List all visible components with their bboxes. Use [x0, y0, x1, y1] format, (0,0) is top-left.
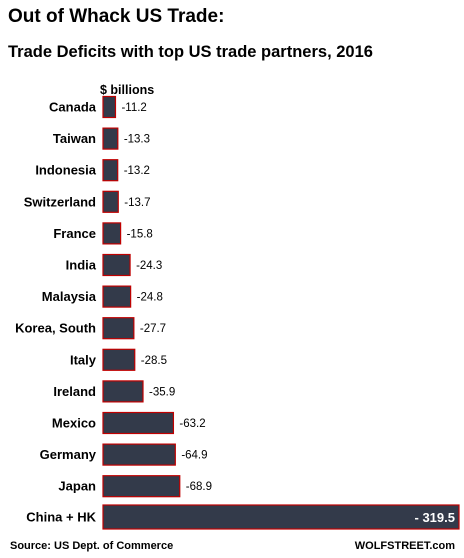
- bar: [102, 222, 122, 245]
- bar: [102, 190, 119, 213]
- data-label: - 319.5: [415, 510, 455, 525]
- bar: [102, 475, 181, 498]
- chart-subtitle: Trade Deficits with top US trade partner…: [8, 43, 373, 61]
- bar: [102, 95, 117, 119]
- category-label: Korea, South: [15, 321, 96, 336]
- bar: [102, 317, 135, 340]
- category-label: China + HK: [26, 510, 96, 525]
- category-label: Indonesia: [35, 163, 96, 178]
- data-label: -13.2: [124, 165, 150, 177]
- bar: [102, 285, 132, 308]
- bar: [102, 443, 176, 466]
- credit-label: WOLFSTREET.com: [355, 540, 455, 552]
- bar: [102, 253, 131, 277]
- data-label: -64.9: [181, 450, 207, 462]
- data-label: -24.8: [137, 292, 163, 304]
- data-label: -13.7: [124, 197, 150, 209]
- category-label: Mexico: [52, 416, 96, 431]
- category-label: Germany: [40, 447, 97, 462]
- category-label: India: [66, 258, 97, 273]
- data-label: -35.9: [149, 386, 175, 398]
- bar: [102, 504, 460, 530]
- category-label: Canada: [49, 100, 97, 115]
- data-label: -24.3: [136, 260, 162, 272]
- bar: [102, 380, 144, 403]
- data-label: -63.2: [179, 418, 205, 430]
- data-label: -15.8: [127, 228, 153, 240]
- category-label: Switzerland: [24, 194, 96, 209]
- chart-title: Out of Whack US Trade:: [8, 6, 225, 27]
- bar: [102, 411, 175, 435]
- category-label: Ireland: [53, 384, 96, 399]
- bar: [102, 127, 119, 150]
- bar: [102, 159, 119, 182]
- data-label: -11.2: [121, 102, 146, 114]
- unit-label: $ billions: [100, 83, 154, 97]
- category-label: France: [53, 226, 96, 241]
- data-label: -27.7: [140, 323, 166, 335]
- data-label: -28.5: [141, 355, 167, 367]
- data-label: -68.9: [186, 481, 212, 493]
- bar: [102, 348, 136, 371]
- category-label: Japan: [58, 479, 96, 494]
- data-label: -13.3: [124, 134, 150, 146]
- category-label: Taiwan: [53, 131, 96, 146]
- category-label: Malaysia: [42, 289, 97, 304]
- source-label: Source: US Dept. of Commerce: [10, 540, 173, 552]
- category-label: Italy: [70, 352, 97, 367]
